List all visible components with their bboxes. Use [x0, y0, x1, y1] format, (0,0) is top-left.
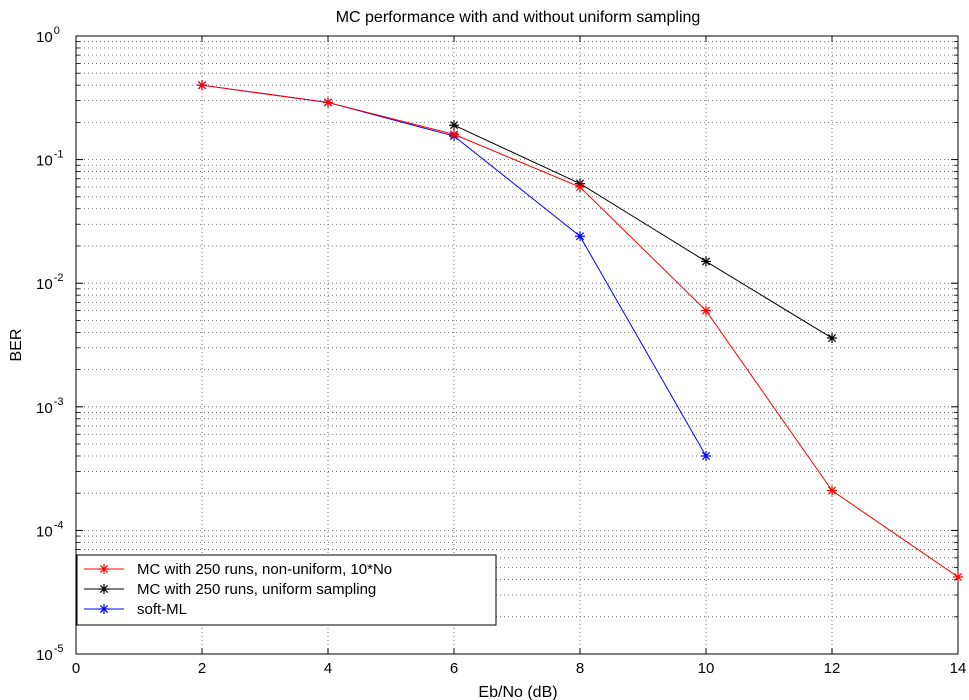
y-tick-label: 10-4: [36, 519, 63, 540]
series-0-point: [701, 305, 711, 316]
x-tick-label: 2: [198, 660, 206, 677]
x-axis-label: Eb/No (dB): [478, 684, 557, 700]
series-0-point: [449, 129, 459, 140]
y-tick-label: 10-2: [36, 272, 63, 293]
series-1-point: [701, 256, 711, 267]
x-tick-label: 6: [450, 660, 458, 677]
y-axis-ticks: 100 10-1 10-2 10-3 10-4 10-5: [36, 25, 958, 664]
series-0-point: [827, 485, 837, 496]
legend-marker-0: [99, 564, 109, 574]
legend-label-2: soft-ML: [137, 601, 187, 618]
series-1-point: [449, 120, 459, 131]
series-line-0: [201, 84, 959, 578]
x-tick-label: 0: [72, 660, 80, 677]
legend-label-1: MC with 250 runs, uniform sampling: [137, 581, 376, 598]
y-tick-label: 10-1: [36, 149, 63, 170]
legend-marker-1: [99, 584, 109, 594]
series-1-point: [827, 333, 837, 344]
series-0-point: [575, 182, 585, 193]
legend-marker-2: [99, 604, 109, 614]
y-tick-label: 10-5: [36, 643, 63, 664]
x-tick-label: 14: [950, 660, 967, 677]
series-2-point: [575, 231, 585, 242]
legend-label-0: MC with 250 runs, non-uniform, 10*No: [137, 561, 392, 578]
legend: MC with 250 runs, non-uniform, 10*No MC w…: [76, 554, 497, 626]
series-0-point: [953, 571, 963, 582]
series-0-point: [323, 97, 333, 108]
grid-lines: [76, 36, 958, 654]
x-tick-label: 8: [576, 660, 584, 677]
y-tick-label: 10-3: [36, 396, 63, 417]
x-tick-label: 4: [324, 660, 332, 677]
x-axis-ticks: 0 2 4 6 8 10 12 14: [72, 36, 967, 677]
x-tick-label: 12: [824, 660, 841, 677]
series-line-1: [453, 124, 833, 339]
y-axis-label: BER: [8, 329, 25, 362]
plot-area-frame: [75, 35, 959, 655]
x-tick-label: 10: [698, 660, 715, 677]
chart-title: MC performance with and without uniform …: [336, 9, 701, 26]
series-0-point: [197, 80, 207, 91]
series-layer: [197, 80, 963, 582]
series-2-point: [701, 450, 711, 461]
legend-box: [76, 554, 497, 626]
y-tick-label: 100: [36, 25, 60, 46]
